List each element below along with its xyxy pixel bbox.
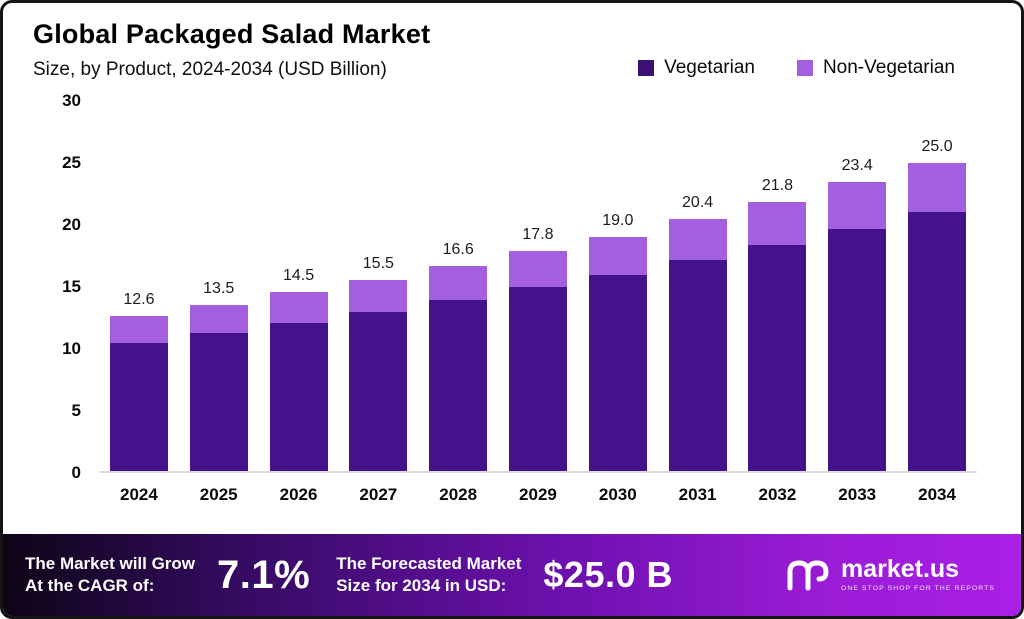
x-axis-label: 2032 <box>758 485 797 504</box>
bar-value-label: 12.6 <box>123 290 155 308</box>
bar-segment-non-vegetarian <box>908 162 967 212</box>
bar-segment-non-vegetarian <box>828 182 887 230</box>
bars-container: 12.6 13.5 14.5 15.5 16.6 17.8 19.0 20.4 21.8 23.4… <box>99 101 977 473</box>
footer-banner: The Market will Grow At the CAGR of: 7.1… <box>3 534 1021 616</box>
y-tick-label: 20 <box>62 215 81 234</box>
bar-group-2032: 21.8 <box>748 101 807 471</box>
legend-item-non-vegetarian: Non-Vegetarian <box>796 57 955 79</box>
bar-group-2028: 16.6 <box>429 101 488 471</box>
market-us-logo-icon <box>787 560 829 591</box>
bar-group-2030: 19.0 <box>588 101 647 471</box>
forecast-label: The Forecasted Market Size for 2034 in U… <box>336 553 522 595</box>
bar-segment-vegetarian <box>508 287 567 471</box>
bar-value-label: 20.4 <box>682 194 714 212</box>
forecast-value: $25.0 B <box>543 554 673 595</box>
cagr-value: 7.1% <box>217 552 311 597</box>
brand-text: market.us ONE STOP SHOP FOR THE REPORTS <box>841 557 995 593</box>
bar-segment-vegetarian <box>109 342 168 471</box>
bar-segment-vegetarian <box>908 212 967 471</box>
bar-segment-non-vegetarian <box>269 292 328 323</box>
bar-segment-vegetarian <box>269 323 328 471</box>
chart-legend: Vegetarian Non-Vegetarian <box>638 57 991 79</box>
bar-value-label: 14.5 <box>282 267 315 285</box>
bar-value-label: 16.6 <box>442 241 474 259</box>
bar-segment-vegetarian <box>588 274 647 471</box>
bar-segment-vegetarian <box>828 229 887 471</box>
bar-value-label: 23.4 <box>841 157 873 175</box>
x-axis-label: 2027 <box>359 485 398 504</box>
brand-logo: market.us ONE STOP SHOP FOR THE REPORTS <box>785 557 995 593</box>
x-axis-label: 2034 <box>918 485 956 504</box>
bar-group-2026: 14.5 <box>269 101 328 471</box>
x-axis-label: 2024 <box>119 485 158 504</box>
x-axis-label: 2029 <box>519 485 557 504</box>
y-tick-label: 25 <box>62 153 81 172</box>
x-axis-label: 2025 <box>199 485 238 504</box>
bar-group-2031: 20.4 <box>668 101 727 471</box>
bar-segment-non-vegetarian <box>109 315 168 343</box>
bar-value-label: 19.0 <box>602 211 634 229</box>
y-tick-label: 30 <box>62 91 81 110</box>
bar-group-2029: 17.8 <box>508 101 567 471</box>
bar-value-label: 21.8 <box>761 177 793 195</box>
bar-group-2025: 13.5 <box>189 101 248 471</box>
bar-segment-vegetarian <box>429 299 488 471</box>
chart-subtitle: Size, by Product, 2024-2034 (USD Billion… <box>33 59 387 80</box>
bar-group-2034: 25.0 <box>908 101 967 471</box>
y-tick-label: 0 <box>71 463 81 482</box>
x-axis-label: 2033 <box>838 485 877 504</box>
bar-segment-non-vegetarian <box>748 202 807 246</box>
bar-segment-non-vegetarian <box>668 219 727 261</box>
plot-area: 0 5 10 15 20 25 30 12.6 13.5 14.5 15.5 16.6 17.8 19.… <box>62 91 977 482</box>
bar-segment-vegetarian <box>349 311 408 471</box>
x-axis-label: 2030 <box>598 485 637 504</box>
bar-group-2027: 15.5 <box>349 101 408 471</box>
bar-segment-non-vegetarian <box>508 251 567 288</box>
x-axis-label: 2026 <box>279 485 318 504</box>
x-axis: 2024 2025 2026 2027 2028 2029 2030 2031 2032 2033… <box>99 485 977 505</box>
legend-label-non-vegetarian: Non-Vegetarian <box>822 57 955 78</box>
bar-segment-non-vegetarian <box>429 266 488 300</box>
chart-header: Global Packaged Salad Market Size, by Pr… <box>33 19 991 81</box>
bar-segment-non-vegetarian <box>349 279 408 312</box>
page-title: Global Packaged Salad Market <box>33 19 431 49</box>
bar-segment-vegetarian <box>668 260 727 471</box>
brand-name: market.us <box>840 555 960 584</box>
bar-value-label: 17.8 <box>522 226 554 244</box>
bar-value-label: 25.0 <box>921 137 953 155</box>
legend-item-vegetarian: Vegetarian <box>638 57 755 79</box>
bar-value-label: 15.5 <box>362 254 394 272</box>
cagr-label: The Market will Grow At the CAGR of: <box>25 553 196 595</box>
bar-value-label: 13.5 <box>203 279 235 297</box>
y-tick-label: 10 <box>62 339 81 358</box>
bar-segment-vegetarian <box>748 245 807 471</box>
legend-swatch-non-vegetarian <box>796 60 813 76</box>
y-tick-label: 5 <box>71 401 81 420</box>
legend-label-vegetarian: Vegetarian <box>664 57 755 78</box>
chart-titles: Global Packaged Salad Market Size, by Pr… <box>33 19 430 81</box>
bar-segment-non-vegetarian <box>588 236 647 275</box>
x-axis-label: 2031 <box>678 485 717 504</box>
bar-segment-non-vegetarian <box>189 304 248 333</box>
bar-group-2024: 12.6 <box>109 101 168 471</box>
brand-tagline: ONE STOP SHOP FOR THE REPORTS <box>840 585 995 593</box>
x-axis-label: 2028 <box>439 485 478 504</box>
y-tick-label: 15 <box>62 277 81 296</box>
legend-swatch-vegetarian <box>638 60 655 76</box>
bar-segment-vegetarian <box>189 332 248 471</box>
chart-section: Global Packaged Salad Market Size, by Pr… <box>3 3 1021 534</box>
bar-group-2033: 23.4 <box>828 101 887 471</box>
